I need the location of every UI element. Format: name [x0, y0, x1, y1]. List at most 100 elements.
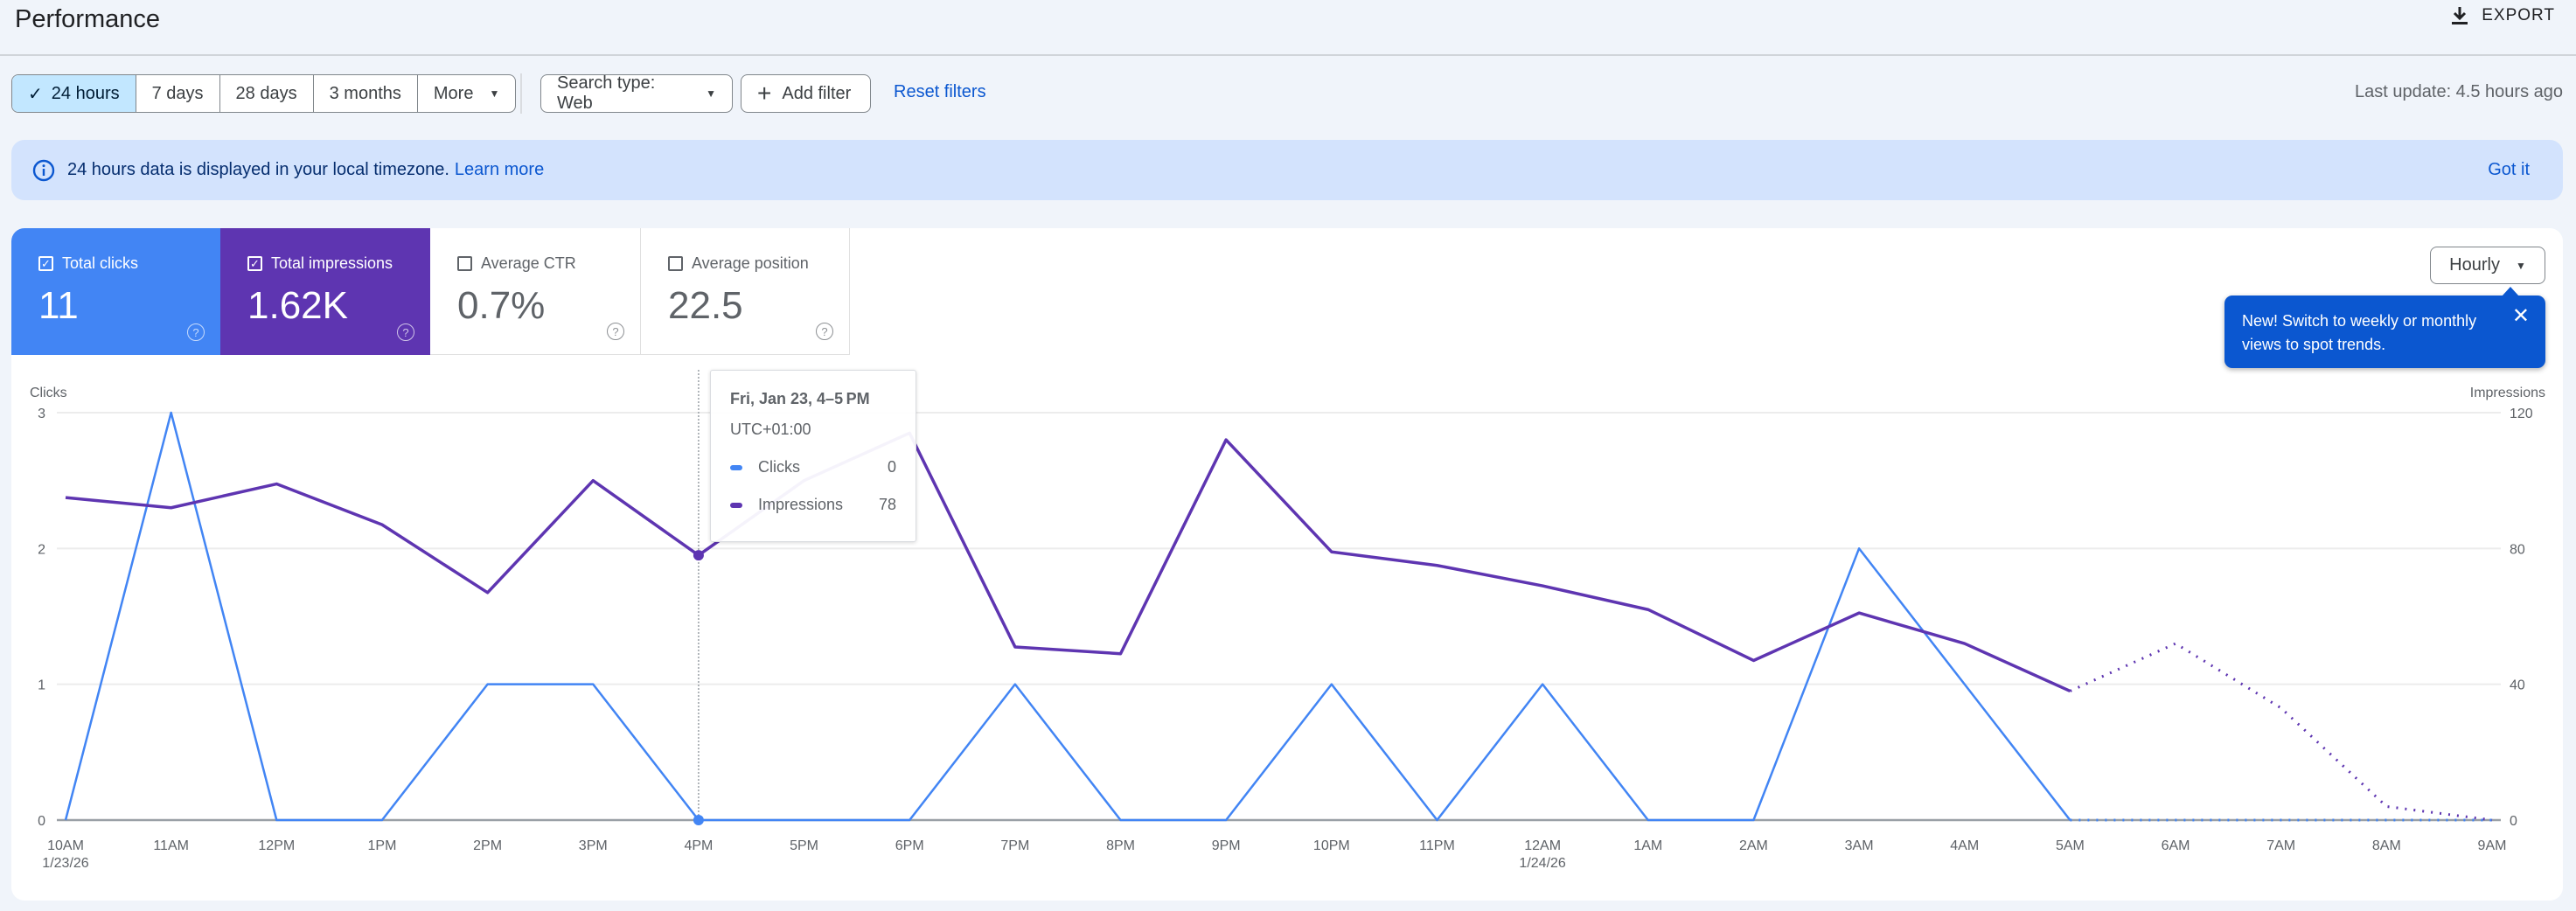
- metric-value: 1.62K: [247, 284, 348, 327]
- x-tick-label: 7AM: [2266, 838, 2295, 853]
- header-divider: [0, 54, 2576, 56]
- learn-more-link[interactable]: Learn more: [454, 160, 545, 179]
- search-type-dropdown[interactable]: Search type: Web ▼: [540, 73, 733, 113]
- y-tick-right: 0: [2510, 814, 2517, 829]
- clicks-legend-icon: [730, 464, 742, 470]
- range-more-dropdown[interactable]: More ▼: [418, 75, 515, 112]
- y-tick-right: 80: [2510, 542, 2525, 557]
- plus-icon: +: [757, 80, 772, 107]
- clicks-line: [64, 411, 2071, 822]
- range-label: 24 hours: [51, 83, 120, 103]
- banner-text: 24 hours data is displayed in your local…: [67, 160, 449, 179]
- y-axis-label-left: Clicks: [30, 386, 67, 400]
- help-icon[interactable]: ?: [397, 323, 414, 341]
- metric-value: 0.7%: [457, 284, 546, 327]
- promo-text: New! Switch to weekly or monthly views t…: [2242, 312, 2477, 353]
- x-tick-label: 2AM: [1739, 838, 1768, 853]
- y-tick-right: 120: [2510, 407, 2533, 421]
- x-tick-label: 5PM: [790, 838, 818, 853]
- granularity-dropdown[interactable]: Hourly ▼: [2430, 247, 2545, 284]
- checkbox-unchecked-icon[interactable]: [668, 256, 683, 271]
- metric-total-clicks[interactable]: ✓ Total clicks 11 ?: [11, 228, 220, 355]
- checkbox-checked-icon[interactable]: ✓: [38, 256, 53, 271]
- add-filter-label: Add filter: [782, 83, 852, 103]
- x-tick-label: 11AM: [153, 838, 189, 853]
- x-tick-label: 1AM: [1633, 838, 1662, 853]
- caret-down-icon: ▼: [2515, 259, 2526, 272]
- range-label: 3 months: [329, 83, 401, 103]
- x-tick-label: 5AM: [2056, 838, 2085, 853]
- caret-down-icon: ▼: [489, 87, 500, 100]
- reset-filters-link[interactable]: Reset filters: [894, 82, 986, 101]
- x-tick-label: 2PM: [473, 838, 502, 853]
- performance-card: ✓ Total clicks 11 ? ✓ Total impressions 1.…: [11, 228, 2563, 901]
- y-tick-left: 0: [38, 814, 45, 829]
- caret-down-icon: ▼: [706, 87, 716, 100]
- last-update-text: Last update: 4.5 hours ago: [2355, 82, 2563, 101]
- range-3-months[interactable]: 3 months: [314, 75, 418, 112]
- x-tick-label: 9AM: [2478, 838, 2507, 853]
- range-label: 28 days: [235, 83, 297, 103]
- add-filter-button[interactable]: + Add filter: [741, 74, 871, 113]
- range-24-hours[interactable]: ✓ 24 hours: [12, 75, 136, 112]
- impressions-line: [65, 431, 2071, 693]
- metric-label: Total impressions: [271, 254, 393, 272]
- metric-total-impressions[interactable]: ✓ Total impressions 1.62K ?: [220, 228, 430, 355]
- x-tick-sublabel: 1/24/26: [1519, 856, 1565, 871]
- export-label: EXPORT: [2482, 6, 2555, 24]
- metric-average-ctr[interactable]: Average CTR 0.7% ?: [430, 228, 641, 355]
- x-tick-label: 10AM: [47, 838, 84, 853]
- x-tick-label: 4PM: [684, 838, 713, 853]
- range-28-days[interactable]: 28 days: [220, 75, 314, 112]
- x-tick-label: 3AM: [1845, 838, 1874, 853]
- x-tick-label: 8AM: [2372, 838, 2401, 853]
- y-tick-left: 1: [38, 678, 45, 693]
- metric-label: Average position: [692, 254, 809, 272]
- got-it-button[interactable]: Got it: [2488, 160, 2530, 179]
- x-tick-label: 4AM: [1950, 838, 1979, 853]
- x-tick-label: 6PM: [895, 838, 924, 853]
- tooltip-label: Clicks: [758, 458, 800, 476]
- range-7-days[interactable]: 7 days: [136, 75, 220, 112]
- tooltip-row-clicks: Clicks 0: [730, 458, 896, 476]
- help-icon[interactable]: ?: [187, 323, 205, 341]
- x-tick-label: 12PM: [258, 838, 295, 853]
- x-tick-label: 7PM: [1000, 838, 1029, 853]
- x-tick-label: 3PM: [579, 838, 608, 853]
- x-tick-label: 8PM: [1106, 838, 1135, 853]
- export-button[interactable]: EXPORT: [2450, 5, 2555, 26]
- y-tick-right: 40: [2510, 678, 2525, 693]
- close-icon[interactable]: ✕: [2511, 304, 2530, 328]
- x-tick-label: 1PM: [368, 838, 397, 853]
- clicks-hover-point: [693, 815, 704, 825]
- x-tick-label: 11PM: [1419, 838, 1455, 853]
- impressions-partial-line: [2069, 642, 2493, 822]
- x-tick-label: 6AM: [2162, 838, 2190, 853]
- help-icon[interactable]: ?: [607, 323, 624, 340]
- search-type-label: Search type: Web: [557, 73, 656, 113]
- tooltip-value: 78: [878, 496, 896, 513]
- x-tick-sublabel: 1/23/26: [42, 856, 88, 871]
- filter-separator: [520, 73, 522, 114]
- granularity-label: Hourly: [2449, 255, 2500, 275]
- tooltip-row-impressions: Impressions 78: [730, 496, 896, 514]
- y-axis-label-right: Impressions: [2470, 386, 2545, 400]
- impressions-legend-icon: [730, 502, 742, 508]
- check-icon: ✓: [28, 84, 43, 104]
- tooltip-timezone: UTC+01:00: [730, 421, 811, 438]
- metric-label: Average CTR: [481, 254, 576, 272]
- metric-value: 22.5: [668, 284, 743, 327]
- more-label: More: [433, 83, 474, 103]
- metric-average-position[interactable]: Average position 22.5 ?: [641, 228, 850, 355]
- checkbox-checked-icon[interactable]: ✓: [247, 256, 262, 271]
- tooltip-label: Impressions: [758, 496, 844, 513]
- y-tick-left: 2: [38, 542, 45, 557]
- tooltip-title: Fri, Jan 23, 4–5 PM: [730, 390, 870, 407]
- metric-label: Total clicks: [62, 254, 139, 272]
- info-banner: 24 hours data is displayed in your local…: [11, 140, 2563, 200]
- help-icon[interactable]: ?: [816, 323, 833, 340]
- checkbox-unchecked-icon[interactable]: [457, 256, 472, 271]
- tooltip-value: 0: [887, 458, 896, 476]
- chart-tooltip: Fri, Jan 23, 4–5 PM UTC+01:00 Clicks 0 Im…: [710, 370, 916, 542]
